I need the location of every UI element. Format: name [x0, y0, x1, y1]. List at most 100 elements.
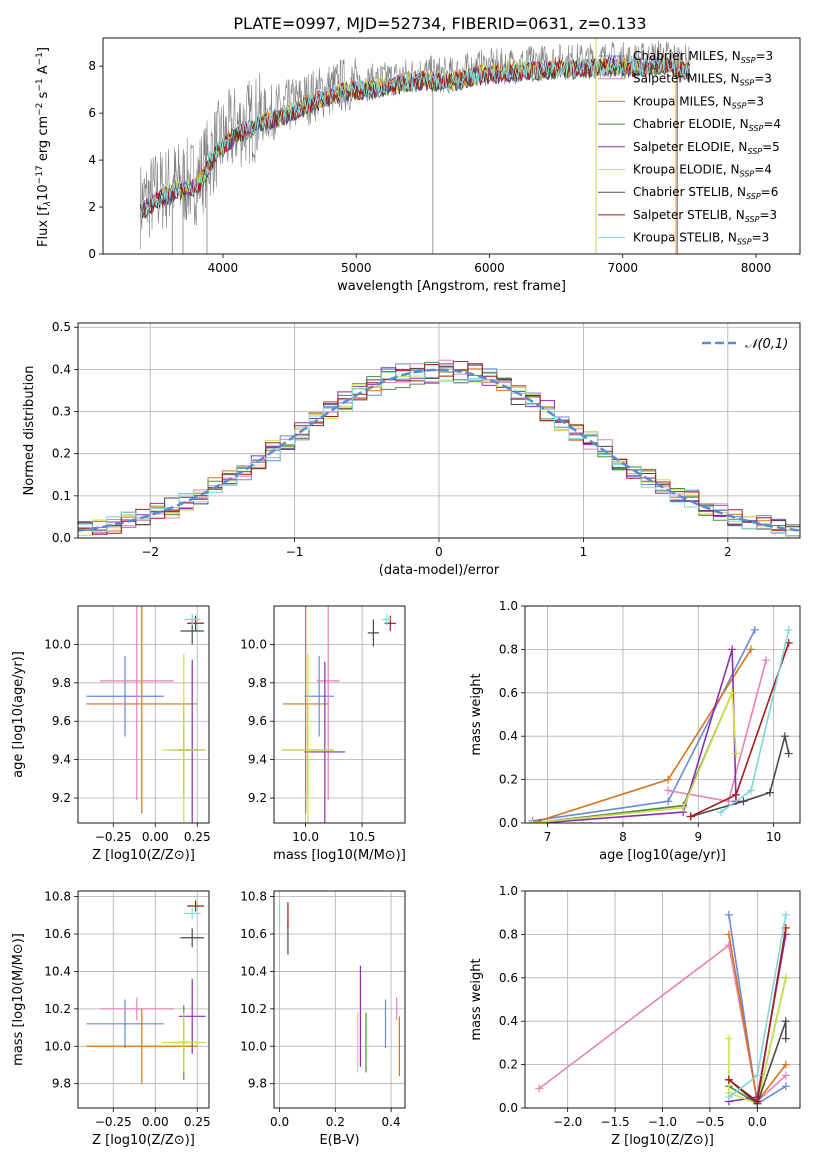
axes-frame: [524, 605, 801, 824]
y-tick-label: 2: [88, 200, 96, 214]
y-tick-label: 10.2: [240, 1002, 267, 1016]
y-tick-label: 9.8: [248, 676, 267, 690]
x-tick-label: 4000: [208, 261, 239, 275]
weight-series: [532, 692, 737, 823]
x-tick-label: 9: [694, 830, 702, 844]
x-tick-label: 7000: [607, 261, 638, 275]
axes-mass-vs-ebv: 0.0 0.2 0.4 9.8 10.0 10.2 10.4 10.6 10.8 E(B-V): [240, 890, 406, 1148]
y-tick-label: 10.0: [44, 1039, 71, 1053]
x-tick-label: 10: [766, 830, 781, 844]
legend-val: =3: [755, 49, 773, 63]
y-tick-label: 10.2: [44, 1002, 71, 1016]
x-tick-label: 0.4: [382, 1115, 401, 1129]
legend-label: Kroupa ELODIE, NSSP=4: [633, 163, 772, 179]
y-tick-label: 0.2: [499, 773, 518, 787]
y-tick-label: 0.2: [52, 447, 71, 461]
axes-spectrum: 4000 5000 6000 7000 8000 0 2 4 6 8 wavelength [Ang…: [35, 37, 801, 294]
model-spectrum: [139, 55, 690, 219]
legend-text: Salpeter MILES, N: [633, 72, 740, 86]
axes-frame: [102, 37, 801, 255]
x-tick-label: 8: [619, 830, 627, 844]
legend-text: Chabrier MILES, N: [633, 49, 741, 63]
weight-series: [728, 1020, 787, 1106]
axes-frame: [273, 605, 406, 824]
axes-age-vs-Z: −0.25 0.00 0.25 9.2 9.4 9.6 9.8 10.0 Z [log10(Z/…: [11, 605, 211, 863]
label-part: −17: [35, 165, 45, 184]
axes-age-vs-mass: 10.0 10.5 9.2 9.4 9.6 9.8 10.0 mass [log10(M/M⊙…: [240, 605, 406, 863]
x-tick-label: 0.0: [748, 1115, 767, 1129]
axes-frame: [273, 890, 406, 1109]
x-tick-label: −1: [286, 545, 304, 559]
legend-sub: SSP: [740, 79, 755, 88]
y-tick-label: 1.0: [499, 599, 518, 613]
y-tick-label: 9.6: [248, 714, 267, 728]
y-tick-label: 10.4: [240, 964, 267, 978]
y-tick-label: 6: [88, 106, 96, 120]
y-axis-label: age [log10(age/yr)]: [11, 651, 26, 778]
y-tick-label: 0.1: [52, 489, 71, 503]
y-tick-label: 9.2: [52, 791, 71, 805]
legend-sub: SSP: [740, 170, 755, 179]
legend-text: Kroupa STELIB, N: [633, 231, 737, 245]
y-axis-label: mass weight: [469, 673, 484, 755]
y-tick-label: 0.6: [499, 971, 518, 985]
label-part: 10: [36, 184, 51, 201]
x-tick-label: 10.5: [349, 830, 376, 844]
legend-sub: SSP: [747, 147, 762, 156]
y-tick-label: 0.4: [499, 1014, 518, 1028]
y-tick-label: 0.8: [499, 642, 518, 656]
legend-label: Chabrier ELODIE, NSSP=4: [633, 117, 781, 133]
axes-mass-vs-Z: −0.25 0.00 0.25 9.8 10.0 10.2 10.4 10.6 10.8 Z [l…: [11, 890, 211, 1148]
x-tick-label: 6000: [474, 261, 505, 275]
x-axis-label: wavelength [Angstrom, rest frame]: [337, 279, 566, 294]
legend-text: Kroupa MILES, N: [633, 94, 732, 108]
label-part: −1: [35, 78, 45, 91]
x-tick-label: −0.25: [95, 830, 132, 844]
model-spectrum: [139, 54, 690, 219]
legend-text: Chabrier STELIB, N: [633, 185, 746, 199]
y-tick-label: 9.8: [52, 1077, 71, 1091]
y-tick-label: 8: [88, 59, 96, 73]
legend-val: =4: [754, 163, 772, 177]
x-axis-label: Z [log10(Z/Z⊙)]: [611, 1133, 714, 1148]
legend-text: Salpeter STELIB, N: [633, 208, 745, 222]
x-tick-label: 1: [580, 545, 588, 559]
plot-area-weight-vs-age: [528, 625, 793, 823]
legend-label: Salpeter ELODIE, NSSP=5: [633, 140, 780, 156]
legend-label: Kroupa STELIB, NSSP=3: [633, 231, 769, 247]
y-tick-label: 0.0: [499, 1101, 518, 1115]
legend-sub: SSP: [737, 238, 752, 247]
y-tick-label: 0.0: [499, 816, 518, 830]
plot-area-residuals: [78, 359, 800, 537]
legend-label: Kroupa MILES, NSSP=3: [633, 94, 764, 110]
y-tick-label: 0.5: [52, 320, 71, 334]
legend-label: 𝒩(0,1): [745, 337, 788, 352]
legend-val: =3: [759, 208, 777, 222]
y-tick-label: 10.0: [240, 1039, 267, 1053]
plot-area-age-vs-mass: [281, 606, 396, 823]
y-tick-label: 0.6: [499, 686, 518, 700]
legend-sub: SSP: [741, 56, 756, 65]
y-tick-label: 0.0: [52, 531, 71, 545]
axes-frame: [77, 605, 210, 824]
x-axis-label: Z [log10(Z/Z⊙)]: [92, 848, 195, 863]
y-tick-label: 10.4: [44, 964, 71, 978]
y-axis-label: mass [log10(M/M⊙)]: [11, 933, 26, 1066]
x-tick-label: −0.5: [695, 1115, 724, 1129]
x-axis-label: Z [log10(Z/Z⊙)]: [92, 1133, 195, 1148]
weight-series: [538, 943, 787, 1104]
axes-weight-vs-age: 7 8 9 10 0.0 0.2 0.4 0.6 0.8 1.0 age [log10(age/yr…: [469, 599, 801, 863]
y-tick-label: 9.8: [248, 1077, 267, 1091]
legend-sub: SSP: [745, 215, 760, 224]
x-tick-label: 0.00: [142, 830, 169, 844]
legend-val: =4: [763, 117, 781, 131]
y-tick-label: 0.2: [499, 1058, 518, 1072]
figure-title: PLATE=0997, MJD=52734, FIBERID=0631, z=0…: [233, 14, 646, 33]
legend-val: =5: [762, 140, 780, 154]
legend-sub: SSP: [746, 192, 761, 201]
legend-val: =6: [761, 185, 779, 199]
x-tick-label: 0.25: [184, 830, 211, 844]
legend-label: Salpeter STELIB, NSSP=3: [633, 208, 777, 224]
y-axis-label: mass weight: [469, 958, 484, 1040]
x-tick-label: −1.0: [648, 1115, 677, 1129]
